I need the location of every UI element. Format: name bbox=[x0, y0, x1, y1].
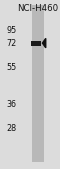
Text: NCI-H460: NCI-H460 bbox=[17, 4, 58, 13]
Text: 36: 36 bbox=[7, 100, 17, 109]
Polygon shape bbox=[42, 38, 46, 48]
Bar bbox=[31, 41, 41, 46]
Text: 55: 55 bbox=[7, 63, 17, 72]
Text: 95: 95 bbox=[7, 26, 17, 35]
Text: 72: 72 bbox=[7, 39, 17, 49]
Text: 28: 28 bbox=[7, 124, 17, 133]
Bar bbox=[32, 5, 44, 162]
